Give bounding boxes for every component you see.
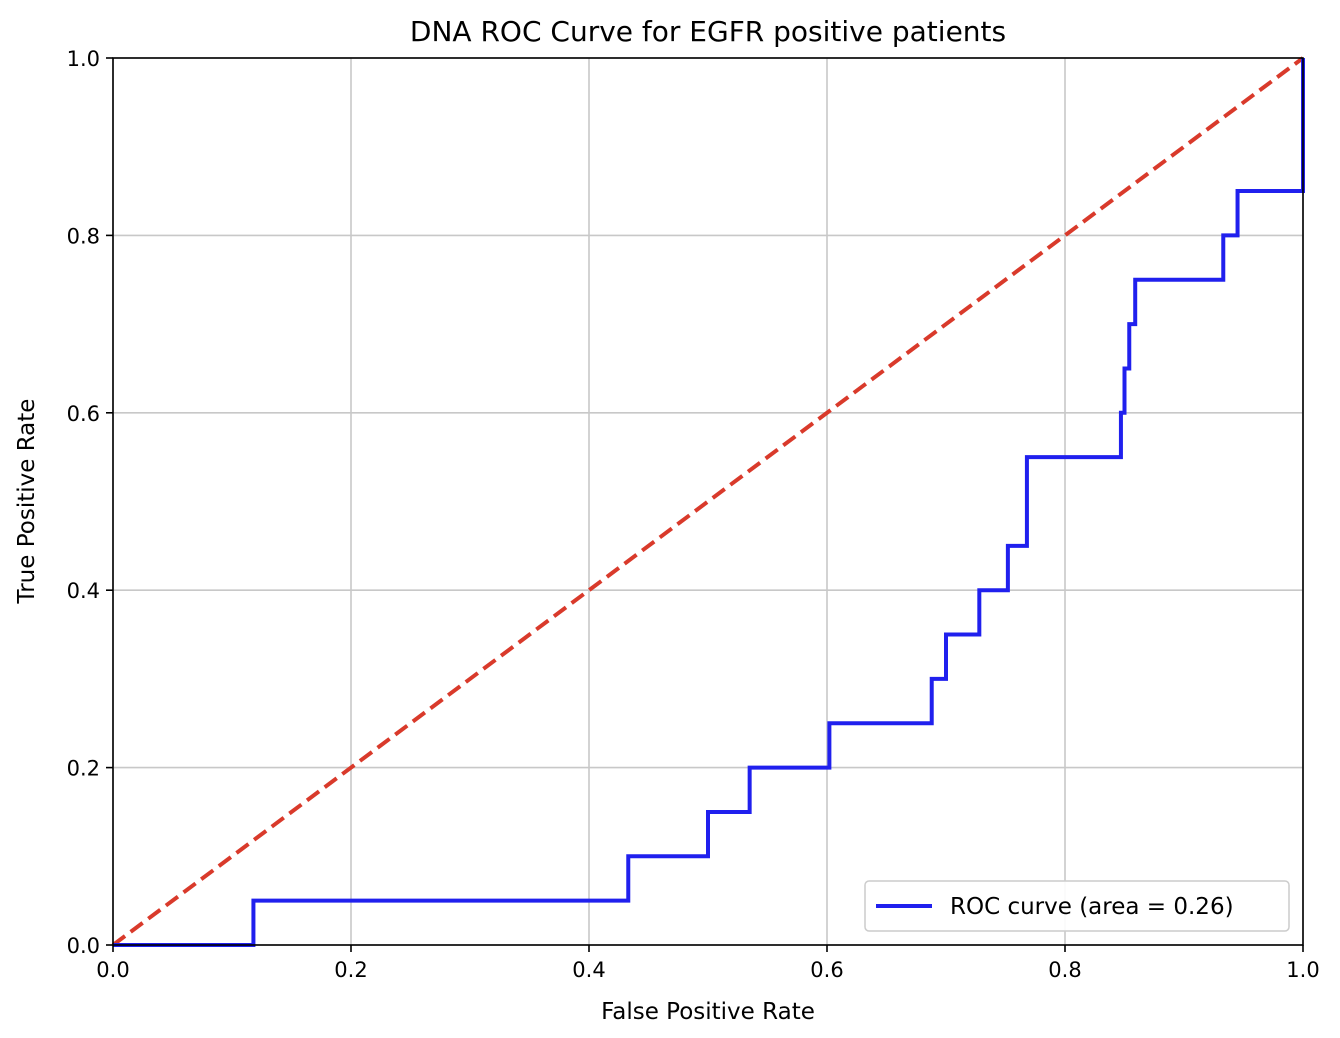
x-tick-label: 0.0 [96, 958, 129, 982]
axis-ticks: 0.0 0.2 0.4 0.6 0.8 1.0 0.0 0.2 0.4 0.6 0.8 1.0 [67, 47, 1320, 982]
x-tick-label: 0.2 [334, 958, 367, 982]
legend-label-roc: ROC curve (area = 0.26) [950, 894, 1234, 920]
plot-frame [112, 57, 1304, 946]
legend-box [864, 880, 1290, 932]
y-tick-label: 1.0 [67, 47, 100, 71]
x-tick-label: 0.4 [572, 958, 605, 982]
y-tick-label: 0.8 [67, 224, 100, 248]
x-tick-label: 0.6 [810, 958, 843, 982]
y-tick-label: 0.0 [67, 934, 100, 958]
chart-title: DNA ROC Curve for EGFR positive patients [410, 15, 1006, 48]
y-tick-label: 0.6 [67, 402, 100, 426]
x-axis-label: False Positive Rate [601, 999, 815, 1025]
x-tick-label: 1.0 [1286, 958, 1319, 982]
y-tick-label: 0.2 [67, 757, 100, 781]
chance-diagonal-line [111, 56, 1305, 947]
x-tick-label: 0.8 [1048, 958, 1081, 982]
series-layer [111, 56, 1305, 947]
y-tick-label: 0.4 [67, 579, 100, 603]
y-axis-label: True Positive Rate [14, 399, 40, 605]
roc-curve-line [113, 58, 1305, 947]
legend: ROC curve (area = 0.26) [864, 880, 1290, 932]
